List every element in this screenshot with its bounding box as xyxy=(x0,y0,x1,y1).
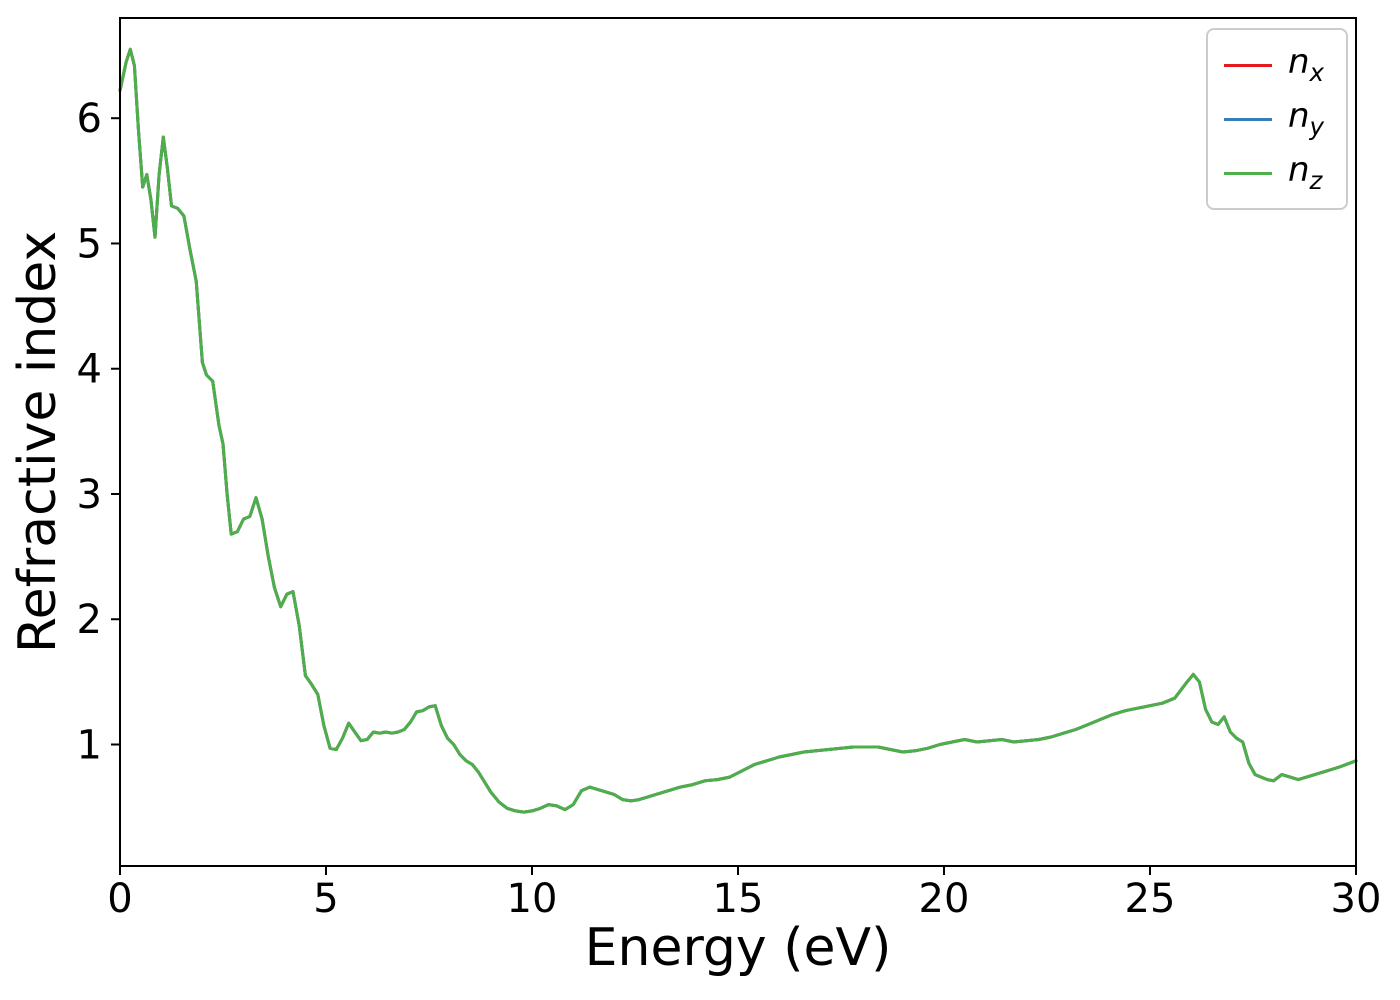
x-tick-label: 25 xyxy=(1125,876,1176,922)
legend-line-sample xyxy=(1223,117,1272,121)
legend-label: nx xyxy=(1287,41,1324,87)
legend: nx ny nz xyxy=(1205,28,1348,210)
legend-line-sample xyxy=(1223,171,1272,175)
y-tick-label: 3 xyxy=(77,472,102,518)
legend-entry-nx: nx xyxy=(1223,41,1324,87)
y-tick-label: 5 xyxy=(77,221,102,267)
legend-entry-ny: ny xyxy=(1223,95,1324,141)
plot-border xyxy=(119,17,1357,867)
legend-line-sample xyxy=(1223,63,1272,67)
legend-label: ny xyxy=(1287,95,1324,141)
y-tick-label: 4 xyxy=(77,347,102,393)
y-axis-label: Refractive index xyxy=(8,230,68,654)
x-tick-label: 15 xyxy=(713,876,764,922)
x-axis-label: Energy (eV) xyxy=(584,918,892,978)
y-axis-ticks: 1 2 3 4 5 6 xyxy=(77,96,120,768)
series-line-nx xyxy=(118,47,1358,814)
series-line-nz xyxy=(118,47,1358,814)
x-tick-label: 5 xyxy=(313,876,338,922)
series-lines xyxy=(118,47,1358,814)
x-tick-label: 30 xyxy=(1331,876,1382,922)
x-tick-label: 0 xyxy=(107,876,132,922)
y-tick-label: 2 xyxy=(77,597,102,643)
series-line-ny xyxy=(118,47,1358,814)
x-tick-label: 20 xyxy=(919,876,970,922)
legend-entry-nz: nz xyxy=(1223,149,1324,195)
x-axis-ticks: 0 5 10 15 20 25 30 xyxy=(107,866,1381,922)
x-tick-label: 10 xyxy=(507,876,558,922)
y-tick-label: 6 xyxy=(77,96,102,142)
legend-label: nz xyxy=(1287,149,1323,195)
y-tick-label: 1 xyxy=(77,722,102,768)
